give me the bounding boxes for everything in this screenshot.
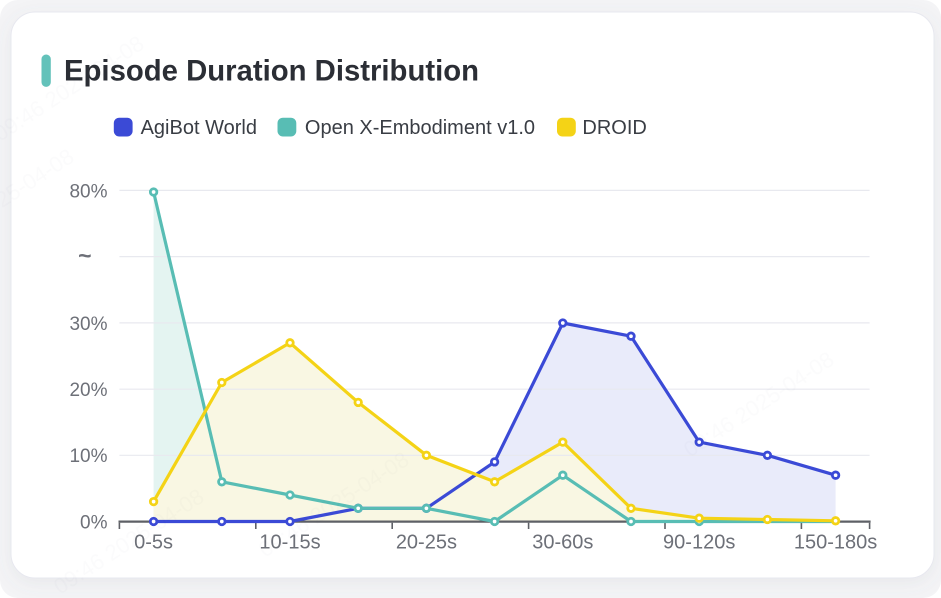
svg-text:10-15s: 10-15s (259, 531, 320, 553)
svg-text:30-60s: 30-60s (532, 531, 593, 553)
svg-text:30%: 30% (69, 314, 107, 335)
svg-text:~: ~ (78, 242, 91, 268)
svg-text:AgiBot World: AgiBot World (141, 117, 257, 139)
svg-text:Open X-Embodiment v1.0: Open X-Embodiment v1.0 (305, 117, 535, 139)
svg-text:150-180s: 150-180s (794, 531, 877, 553)
svg-text:20%: 20% (69, 380, 107, 401)
svg-text:10%: 10% (69, 446, 107, 467)
svg-text:90-120s: 90-120s (663, 531, 735, 553)
svg-text:0-5s: 0-5s (134, 531, 173, 553)
svg-text:80%: 80% (69, 181, 107, 202)
svg-text:DROID: DROID (582, 117, 646, 139)
svg-text:20-25s: 20-25s (396, 531, 457, 553)
svg-text:0%: 0% (80, 512, 108, 533)
svg-text:Episode Duration Distribution: Episode Duration Distribution (64, 54, 479, 87)
